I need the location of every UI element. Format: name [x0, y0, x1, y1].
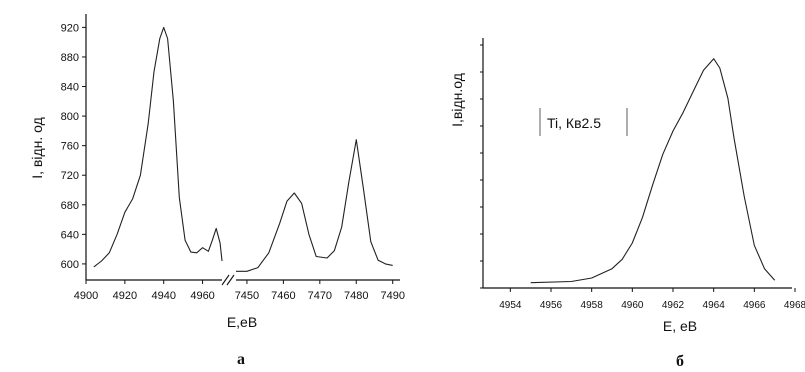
chart-b-x-tick-label: 4958: [581, 300, 604, 311]
chart-a: 600 640 680 720 760 800 840 880 920 4900 4920 4940…: [29, 14, 405, 368]
chart-b-x-tick-label: 4960: [621, 300, 644, 311]
chart-a-x-tick-label: 4940: [151, 290, 175, 302]
axis-break-mark: [221, 274, 235, 286]
chart-a-y-tick-label: 720: [61, 170, 79, 182]
chart-a-series-line-1: [236, 139, 393, 272]
chart-a-y-tick-label: 600: [61, 259, 79, 271]
chart-b-x-tick-label: 4956: [540, 300, 563, 311]
chart-a-x-tick-label: 7490: [380, 290, 404, 302]
chart-a-x-tick-label: 4900: [74, 290, 98, 302]
chart-a-caption: а: [237, 351, 245, 368]
chart-a-ylabel: I, відн. од: [29, 117, 45, 179]
chart-b-xlabel: E, eB: [663, 318, 697, 334]
chart-a-x-tick-label: 4960: [190, 290, 214, 302]
chart-a-y-tick-label: 680: [61, 200, 79, 212]
chart-b-x-tick-label: 4962: [662, 300, 685, 311]
chart-a-xlabel: E,eB: [227, 314, 257, 330]
chart-b-annotation-box: Ti, Кв2.5: [539, 108, 628, 136]
chart-a-y-tick-label: 800: [61, 111, 79, 123]
chart-b-caption: б: [676, 353, 684, 370]
chart-b-x-tick-label: 4964: [703, 300, 726, 311]
chart-a-series-line-0: [93, 26, 223, 268]
chart-b-ylabel: I,відн.од: [449, 73, 465, 127]
chart-a-x-tick-label: 4920: [113, 290, 137, 302]
chart-a-x-tick-label: 7470: [308, 290, 332, 302]
chart-b-series-line: [530, 58, 776, 284]
chart-b-x-tick-label: 4966: [743, 300, 766, 311]
chart-a-y-tick-label: 760: [61, 141, 79, 153]
chart-b-annotation: Ti, Кв2.5: [547, 115, 601, 131]
chart-b: 4954 4956 4958 4960 4962 4964 4966 4968 I,відн.…: [449, 38, 805, 370]
chart-a-x-tick-label: 7450: [235, 290, 259, 302]
chart-a-x-tick-label: 7460: [271, 290, 295, 302]
chart-a-y-tick-label: 920: [61, 22, 79, 34]
chart-a-y-tick-label: 880: [61, 52, 79, 64]
chart-b-x-tick-label: 4968: [784, 300, 805, 311]
chart-a-y-tick-label: 840: [61, 82, 79, 94]
chart-b-x-tick-label: 4954: [499, 300, 522, 311]
chart-a-y-tick-label: 640: [61, 229, 79, 241]
chart-a-x-tick-label: 7480: [344, 290, 368, 302]
